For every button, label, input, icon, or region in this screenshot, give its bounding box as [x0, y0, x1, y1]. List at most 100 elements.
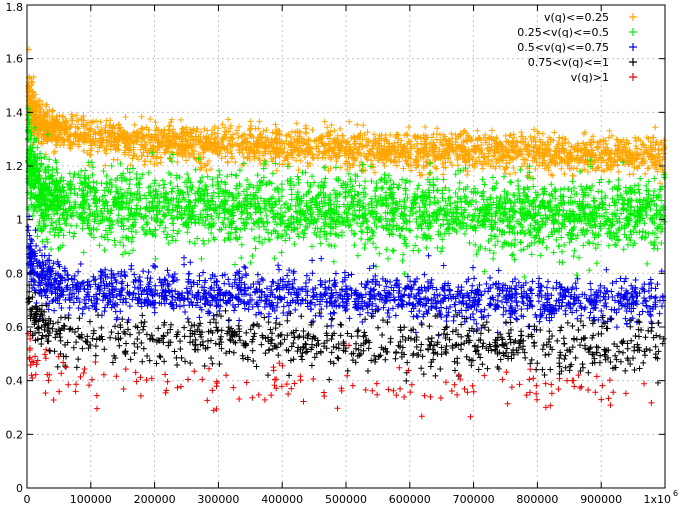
data-point — [441, 152, 448, 159]
data-point — [112, 242, 119, 249]
data-point — [309, 127, 316, 134]
data-point — [525, 151, 532, 158]
data-point — [90, 118, 97, 125]
data-point — [128, 238, 135, 245]
data-point — [77, 131, 84, 138]
data-point — [228, 150, 235, 157]
data-point — [168, 188, 175, 195]
data-point — [152, 177, 159, 184]
data-point — [452, 139, 459, 146]
data-point — [493, 159, 500, 166]
data-point — [428, 134, 435, 141]
data-point — [51, 150, 58, 157]
data-point — [633, 145, 640, 152]
data-point — [138, 113, 145, 120]
data-point — [378, 176, 385, 183]
data-point — [508, 146, 515, 153]
data-point — [71, 170, 78, 177]
data-point — [233, 172, 240, 179]
data-point — [608, 132, 615, 139]
data-point — [637, 137, 644, 144]
data-point — [365, 138, 372, 145]
data-point — [36, 105, 43, 112]
data-point — [376, 250, 383, 257]
data-point — [307, 160, 314, 167]
data-point — [328, 148, 335, 155]
data-point — [147, 145, 154, 152]
data-point — [86, 206, 93, 213]
data-point — [364, 156, 371, 163]
data-point — [555, 219, 562, 226]
data-point — [313, 143, 320, 150]
data-point — [180, 126, 187, 133]
data-point — [557, 186, 564, 193]
data-point — [29, 88, 36, 95]
data-point — [134, 128, 141, 135]
data-point — [235, 134, 242, 141]
data-point — [357, 223, 364, 230]
data-point — [465, 156, 472, 163]
data-point — [414, 149, 421, 156]
data-point — [263, 137, 270, 144]
data-point — [278, 233, 285, 240]
data-point — [434, 153, 441, 160]
data-point — [555, 138, 562, 145]
data-point — [518, 247, 525, 254]
data-point — [371, 131, 378, 138]
data-point — [461, 127, 468, 134]
data-point — [557, 155, 564, 162]
data-point — [297, 157, 304, 164]
data-point — [446, 144, 453, 151]
data-point — [569, 178, 576, 185]
data-point — [256, 224, 263, 231]
data-point — [351, 135, 358, 142]
data-point — [652, 162, 659, 169]
data-point — [215, 214, 222, 221]
data-point — [356, 132, 363, 139]
data-point — [161, 131, 168, 138]
data-point — [546, 159, 553, 166]
data-point — [260, 152, 267, 159]
data-point — [512, 169, 519, 176]
data-point — [644, 134, 651, 141]
data-point — [440, 142, 447, 149]
data-point — [523, 146, 530, 153]
data-point — [95, 138, 102, 145]
data-point — [541, 165, 548, 172]
data-point — [465, 151, 472, 158]
data-point — [481, 158, 488, 165]
data-point — [601, 150, 608, 157]
data-point — [551, 129, 558, 136]
data-point — [551, 187, 558, 194]
data-point — [434, 244, 441, 251]
data-point — [559, 145, 566, 152]
data-point — [186, 238, 193, 245]
data-point — [86, 126, 93, 133]
data-point — [440, 176, 447, 183]
data-point — [225, 128, 232, 135]
data-point — [414, 148, 421, 155]
data-point — [561, 148, 568, 155]
data-point — [571, 146, 578, 153]
data-point — [28, 97, 35, 104]
data-point — [238, 241, 245, 248]
data-point — [401, 143, 408, 150]
data-point — [262, 148, 269, 155]
data-point — [545, 167, 552, 174]
data-point — [331, 127, 338, 134]
data-point — [205, 237, 212, 244]
data-point — [406, 178, 413, 185]
data-point — [327, 156, 334, 163]
data-point — [586, 267, 593, 274]
data-point — [275, 128, 282, 135]
data-point — [457, 143, 464, 150]
data-point — [56, 112, 63, 119]
data-point — [333, 158, 340, 165]
data-point — [351, 230, 358, 237]
data-point — [123, 142, 130, 149]
data-point — [228, 135, 235, 142]
data-point — [503, 138, 510, 145]
data-point — [547, 138, 554, 145]
data-point — [456, 179, 463, 186]
data-point — [652, 141, 659, 148]
